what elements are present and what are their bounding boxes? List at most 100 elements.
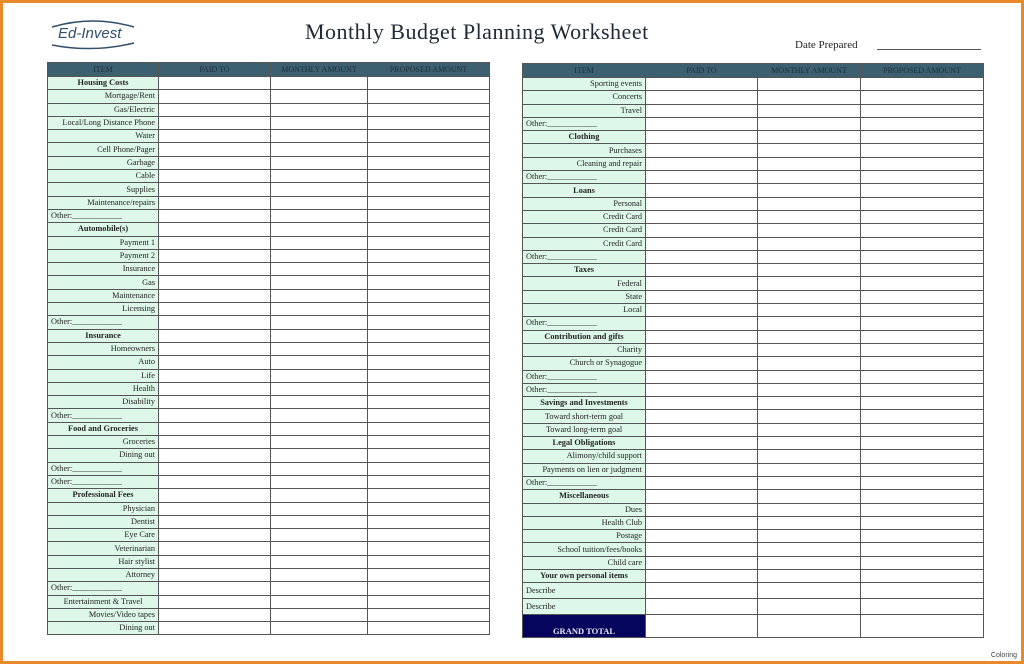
monthly-amount-cell[interactable]	[757, 515, 861, 531]
monthly-amount-cell[interactable]	[270, 395, 368, 410]
proposed-amount-cell[interactable]	[367, 621, 490, 636]
monthly-amount-cell[interactable]	[270, 541, 368, 556]
monthly-amount-cell[interactable]	[270, 102, 368, 117]
monthly-amount-cell[interactable]	[270, 328, 368, 343]
paid-to-cell[interactable]	[645, 223, 758, 238]
paid-to-cell[interactable]	[158, 275, 271, 290]
paid-to-cell[interactable]	[158, 315, 271, 330]
monthly-amount-cell[interactable]	[757, 568, 861, 584]
proposed-amount-cell[interactable]	[367, 315, 490, 330]
monthly-amount-cell[interactable]	[270, 408, 368, 423]
paid-to-cell[interactable]	[645, 382, 758, 398]
paid-to-cell[interactable]	[645, 409, 758, 424]
monthly-amount-cell[interactable]	[270, 594, 368, 609]
monthly-amount-cell[interactable]	[270, 501, 368, 516]
monthly-amount-cell[interactable]	[270, 182, 368, 197]
paid-to-cell[interactable]	[158, 75, 271, 91]
proposed-amount-cell[interactable]	[860, 236, 984, 251]
monthly-amount-cell[interactable]	[757, 614, 861, 639]
paid-to-cell[interactable]	[645, 502, 758, 517]
paid-to-cell[interactable]	[645, 329, 758, 344]
paid-to-cell[interactable]	[645, 449, 758, 464]
proposed-amount-cell[interactable]	[367, 195, 490, 210]
monthly-amount-cell[interactable]	[270, 421, 368, 437]
monthly-amount-cell[interactable]	[757, 489, 861, 504]
proposed-amount-cell[interactable]	[860, 409, 984, 424]
proposed-amount-cell[interactable]	[367, 262, 490, 277]
paid-to-cell[interactable]	[645, 582, 758, 600]
paid-to-cell[interactable]	[158, 235, 271, 250]
monthly-amount-cell[interactable]	[270, 581, 368, 596]
monthly-amount-cell[interactable]	[270, 235, 368, 250]
monthly-amount-cell[interactable]	[757, 143, 861, 158]
proposed-amount-cell[interactable]	[367, 594, 490, 609]
paid-to-cell[interactable]	[645, 76, 758, 92]
paid-to-cell[interactable]	[158, 581, 271, 596]
proposed-amount-cell[interactable]	[860, 396, 984, 411]
monthly-amount-cell[interactable]	[757, 396, 861, 411]
monthly-amount-cell[interactable]	[270, 75, 368, 91]
paid-to-cell[interactable]	[158, 488, 271, 503]
monthly-amount-cell[interactable]	[757, 409, 861, 424]
paid-to-cell[interactable]	[158, 155, 271, 171]
paid-to-cell[interactable]	[645, 196, 758, 211]
proposed-amount-cell[interactable]	[367, 302, 490, 317]
proposed-amount-cell[interactable]	[367, 607, 490, 623]
monthly-amount-cell[interactable]	[757, 356, 861, 371]
paid-to-cell[interactable]	[158, 195, 271, 210]
proposed-amount-cell[interactable]	[367, 275, 490, 290]
proposed-amount-cell[interactable]	[860, 382, 984, 398]
proposed-amount-cell[interactable]	[860, 170, 984, 185]
proposed-amount-cell[interactable]	[860, 183, 984, 198]
proposed-amount-cell[interactable]	[860, 303, 984, 318]
monthly-amount-cell[interactable]	[270, 288, 368, 304]
proposed-amount-cell[interactable]	[860, 223, 984, 238]
proposed-amount-cell[interactable]	[367, 169, 490, 184]
proposed-amount-cell[interactable]	[860, 289, 984, 305]
monthly-amount-cell[interactable]	[757, 196, 861, 211]
monthly-amount-cell[interactable]	[757, 329, 861, 344]
proposed-amount-cell[interactable]	[860, 598, 984, 616]
proposed-amount-cell[interactable]	[860, 542, 984, 557]
proposed-amount-cell[interactable]	[860, 103, 984, 118]
paid-to-cell[interactable]	[158, 474, 271, 490]
paid-to-cell[interactable]	[645, 183, 758, 198]
proposed-amount-cell[interactable]	[367, 142, 490, 157]
paid-to-cell[interactable]	[645, 436, 758, 451]
paid-to-cell[interactable]	[645, 342, 758, 358]
proposed-amount-cell[interactable]	[367, 395, 490, 410]
monthly-amount-cell[interactable]	[270, 448, 368, 463]
monthly-amount-cell[interactable]	[757, 316, 861, 331]
proposed-amount-cell[interactable]	[860, 249, 984, 265]
monthly-amount-cell[interactable]	[757, 249, 861, 265]
proposed-amount-cell[interactable]	[860, 422, 984, 438]
proposed-amount-cell[interactable]	[860, 449, 984, 464]
paid-to-cell[interactable]	[645, 156, 758, 172]
monthly-amount-cell[interactable]	[270, 195, 368, 210]
paid-to-cell[interactable]	[645, 116, 758, 132]
paid-to-cell[interactable]	[645, 209, 758, 225]
proposed-amount-cell[interactable]	[367, 567, 490, 583]
paid-to-cell[interactable]	[645, 249, 758, 265]
paid-to-cell[interactable]	[645, 143, 758, 158]
proposed-amount-cell[interactable]	[367, 408, 490, 423]
proposed-amount-cell[interactable]	[860, 196, 984, 211]
proposed-amount-cell[interactable]	[860, 462, 984, 477]
monthly-amount-cell[interactable]	[757, 449, 861, 464]
monthly-amount-cell[interactable]	[757, 76, 861, 92]
paid-to-cell[interactable]	[158, 102, 271, 117]
monthly-amount-cell[interactable]	[270, 89, 368, 104]
paid-to-cell[interactable]	[158, 355, 271, 370]
proposed-amount-cell[interactable]	[367, 129, 490, 144]
paid-to-cell[interactable]	[158, 528, 271, 543]
monthly-amount-cell[interactable]	[757, 223, 861, 238]
proposed-amount-cell[interactable]	[367, 248, 490, 264]
paid-to-cell[interactable]	[158, 368, 271, 383]
monthly-amount-cell[interactable]	[270, 169, 368, 184]
paid-to-cell[interactable]	[645, 555, 758, 570]
monthly-amount-cell[interactable]	[270, 302, 368, 317]
paid-to-cell[interactable]	[645, 90, 758, 105]
paid-to-cell[interactable]	[158, 208, 271, 224]
proposed-amount-cell[interactable]	[367, 554, 490, 569]
monthly-amount-cell[interactable]	[757, 236, 861, 251]
